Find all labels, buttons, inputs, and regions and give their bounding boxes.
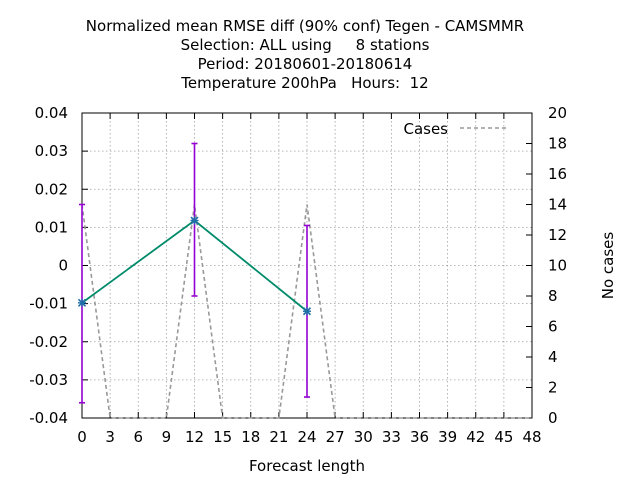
cases-line (81, 204, 532, 419)
x-tick-label: 0 (77, 428, 87, 446)
y2-tick-label: 6 (548, 318, 558, 336)
y2-tick-label: 8 (548, 287, 558, 305)
y-tick-label: 0.04 (35, 104, 68, 122)
y2-tick-label: 12 (548, 226, 567, 244)
x-tick-label: 42 (466, 428, 485, 446)
y-tick-label: 0.03 (35, 142, 68, 160)
legend: Cases (403, 120, 506, 138)
x-tick-label: 48 (522, 428, 541, 446)
x-tick-label: 27 (326, 428, 345, 446)
x-tick-label: 3 (105, 428, 115, 446)
x-tick-label: 18 (241, 428, 260, 446)
y2-tick-label: 2 (548, 379, 558, 397)
x-axis: 0 3 6 9 12 15 18 21 24 27 30 33 36 39 42 45 48 (77, 113, 542, 446)
title-line-3: Period: 20180601-20180614 (197, 55, 413, 73)
y2-tick-label: 20 (548, 104, 567, 122)
x-tick-label: 6 (133, 428, 143, 446)
y-tick-label: -0.04 (29, 409, 68, 427)
x-tick-label: 15 (213, 428, 232, 446)
y-tick-label: -0.02 (29, 333, 68, 351)
x-tick-label: 21 (269, 428, 288, 446)
x-tick-label: 45 (494, 428, 513, 446)
x-tick-label: 9 (162, 428, 172, 446)
title-line-1: Normalized mean RMSE diff (90% conf) Teg… (85, 17, 525, 35)
y2-axis-title: No cases (599, 232, 617, 300)
y-tick-label: 0.02 (35, 180, 68, 198)
x-tick-label: 36 (410, 428, 429, 446)
title-line-2: Selection: ALL using 8 stations (180, 36, 430, 54)
y-axis-right: 0 2 4 6 8 10 12 14 16 18 20 (526, 104, 567, 427)
chart-title: Normalized mean RMSE diff (90% conf) Teg… (0, 17, 610, 93)
y2-tick-label: 4 (548, 348, 558, 366)
title-line-4: Temperature 200hPa Hours: 12 (181, 74, 429, 92)
data-point (302, 307, 312, 316)
x-tick-label: 30 (354, 428, 373, 446)
x-tick-label: 12 (185, 428, 204, 446)
y-tick-label: 0.01 (35, 218, 68, 236)
data-point (77, 298, 87, 307)
y-tick-label: -0.03 (29, 371, 68, 389)
y2-tick-label: 18 (548, 135, 567, 153)
y2-tick-label: 14 (548, 196, 567, 214)
x-tick-label: 33 (382, 428, 401, 446)
x-axis-title: Forecast length (249, 457, 365, 475)
x-tick-label: 24 (297, 428, 316, 446)
y-axis-left: -0.04 -0.03 -0.02 -0.01 0 0.01 0.02 0.03 0.04 (29, 104, 88, 427)
data-point (190, 216, 199, 225)
y-tick-label: -0.01 (29, 295, 68, 313)
y2-tick-label: 0 (548, 409, 558, 427)
y-tick-label: 0 (58, 257, 68, 275)
y2-tick-label: 10 (548, 257, 567, 275)
y2-tick-label: 16 (548, 165, 567, 183)
x-tick-label: 39 (438, 428, 457, 446)
series (77, 142, 532, 419)
legend-label-cases: Cases (403, 120, 448, 138)
